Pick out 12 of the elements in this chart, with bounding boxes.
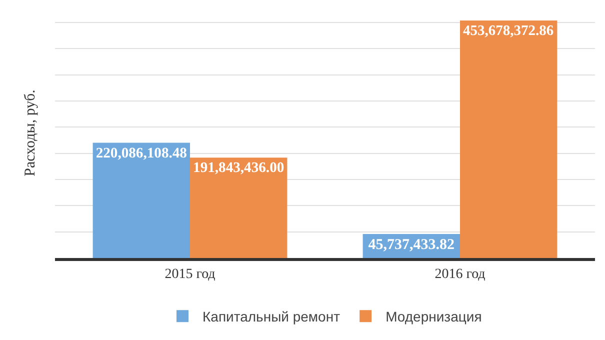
y-axis-title: Расходы, руб. bbox=[22, 90, 38, 176]
legend-label: Капитальный ремонт bbox=[202, 308, 341, 325]
data-label: 453,678,372.86 bbox=[463, 23, 554, 40]
bar bbox=[460, 20, 558, 258]
bar bbox=[92, 142, 190, 258]
bar bbox=[190, 158, 288, 258]
data-label: 191,843,436.00 bbox=[193, 160, 284, 176]
data-label: 220,086,108.48 bbox=[96, 145, 187, 162]
x-tick-label: 2016 год bbox=[434, 266, 486, 282]
legend-label: Модернизация bbox=[386, 308, 482, 325]
data-label: 45,737,433.82 bbox=[368, 237, 455, 254]
x-tick-label: 2015 год bbox=[164, 266, 216, 282]
